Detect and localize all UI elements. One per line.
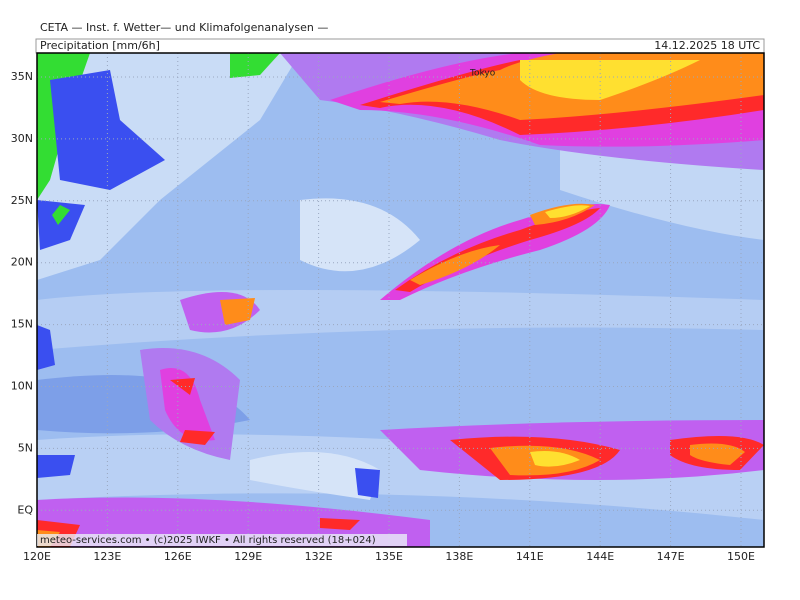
lon-label: 141E [516,550,544,563]
lon-label: 126E [164,550,192,563]
lon-label: 150E [727,550,755,563]
lon-label: 135E [375,550,403,563]
institute: CETA — Inst. f. Wetter— und Klimafolgena… [40,21,328,34]
lat-label: 30N [11,132,33,145]
lon-label: 120E [23,550,51,563]
lon-label: 123E [93,550,121,563]
lat-label: 10N [11,380,33,393]
lat-label: 25N [11,194,33,207]
lon-label: 132E [305,550,333,563]
lat-label: 20N [11,256,33,269]
lon-label: 138E [445,550,473,563]
footer-bg [37,534,407,546]
map-frame [36,52,765,548]
footer: meteo-services.com • (c)2025 IWKF • All … [40,535,376,546]
lat-label: 5N [18,441,33,454]
lat-label: 35N [11,70,33,83]
lat-label: EQ [17,503,33,516]
lon-label: 147E [657,550,685,563]
precip-field [37,53,764,547]
city-label: Tokyo [469,69,496,79]
lat-label: 15N [11,318,33,331]
map-title: Precipitation [mm/6h] [40,39,160,52]
lon-label: 129E [234,550,262,563]
map-date: 14.12.2025 18 UTC [654,39,760,52]
lon-label: 144E [586,550,614,563]
